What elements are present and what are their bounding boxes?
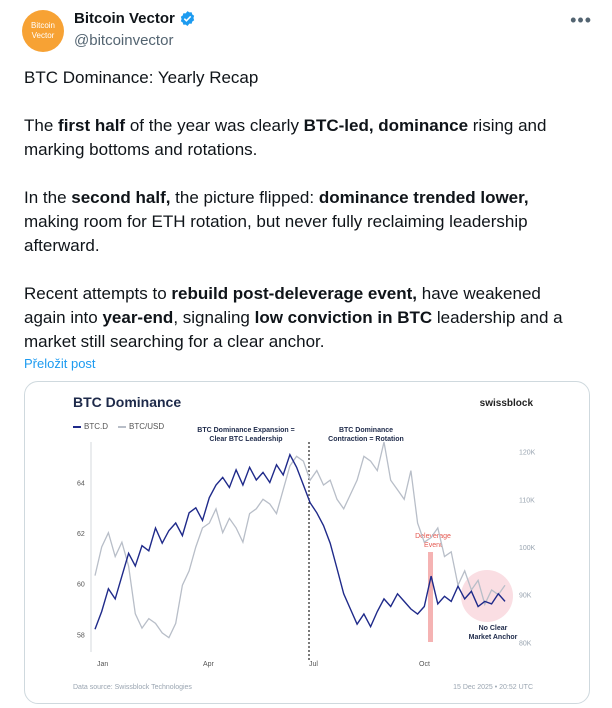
- avatar[interactable]: Bitcoin Vector: [22, 10, 64, 52]
- x-tick-label: Jul: [309, 661, 318, 668]
- legend-item-btcd: BTC.D: [73, 422, 108, 431]
- x-tick-label: Apr: [203, 661, 215, 668]
- chart-title: BTC Dominance: [73, 394, 182, 410]
- chart-legend: BTC.D BTC/USD: [73, 422, 164, 431]
- right-tick-label: 100K: [519, 545, 536, 552]
- chart-plot: 64 62 60 58 120K 110K 100K 90K 80K Jan Apr Jul Oct: [77, 441, 536, 668]
- author-name-row: Bitcoin Vector: [74, 10, 196, 27]
- translate-post-link[interactable]: Přeložit post: [24, 356, 96, 371]
- left-tick-label: 60: [77, 582, 85, 589]
- post-paragraph-2: In the second half, the picture flipped:…: [24, 188, 529, 255]
- author-handle[interactable]: @bitcoinvector: [74, 32, 174, 49]
- chart-timestamp: 15 Dec 2025 • 20:52 UTC: [453, 684, 533, 691]
- no-clear-anchor-highlight: [461, 570, 513, 622]
- avatar-text: Bitcoin: [30, 21, 55, 30]
- right-tick-label: 80K: [519, 640, 532, 647]
- chart-source: Data source: Swissblock Technologies: [73, 684, 192, 691]
- right-tick-label: 110K: [519, 497, 535, 504]
- author-display-name[interactable]: Bitcoin Vector: [74, 10, 175, 27]
- left-tick-label: 64: [77, 480, 85, 487]
- annotation-expansion: BTC Dominance Expansion = Clear BTC Leade…: [197, 427, 295, 443]
- post-paragraph-3: Recent attempts to rebuild post-delevera…: [24, 284, 563, 351]
- post-paragraph-1: The first half of the year was clearly B…: [24, 116, 547, 159]
- left-tick-label: 62: [77, 531, 85, 538]
- legend-item-btcusd: BTC/USD: [118, 422, 164, 431]
- left-tick-label: 58: [77, 632, 85, 639]
- x-tick-label: Jan: [97, 661, 108, 668]
- chart-brand: swissblock: [479, 398, 533, 409]
- right-tick-label: 120K: [519, 450, 536, 457]
- series-line-btcd: [94, 452, 506, 630]
- annotation-no-clear-anchor: No Clear Market Anchor: [468, 625, 518, 641]
- x-tick-label: Oct: [419, 661, 430, 668]
- deleverage-band: [428, 552, 433, 642]
- annotation-deleverage: Deleverage Event: [415, 533, 451, 549]
- avatar-text: Vector: [31, 31, 55, 40]
- annotation-contraction: BTC Dominance Contraction = Rotation: [328, 427, 404, 443]
- post-text-title: BTC Dominance: Yearly Recap: [24, 68, 259, 87]
- chart-image-card[interactable]: BTC Dominance swissblock BTC.D BTC/USD B…: [24, 381, 590, 704]
- more-horizontal-icon[interactable]: •••: [570, 10, 592, 30]
- series-line-btcusd: [94, 441, 506, 639]
- verified-badge-icon: [180, 11, 195, 26]
- right-tick-label: 90K: [519, 593, 532, 600]
